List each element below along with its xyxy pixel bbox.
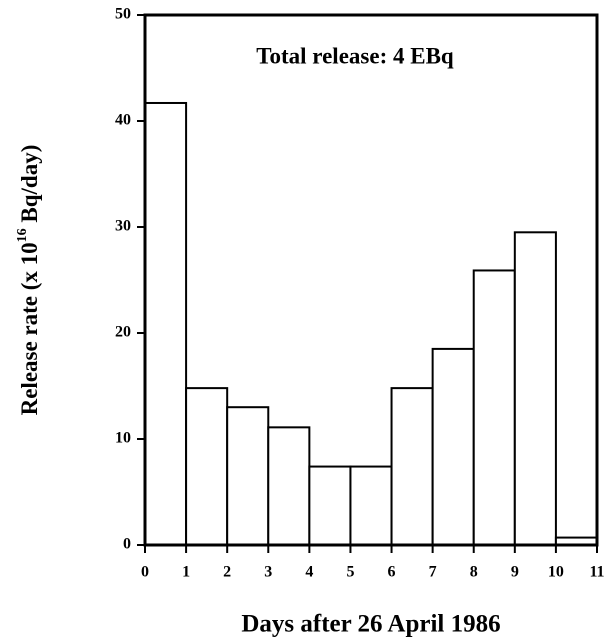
- x-tick-label: 0: [141, 564, 149, 581]
- bar: [144, 101, 188, 546]
- bar: [308, 465, 352, 546]
- bar: [267, 426, 311, 546]
- x-tick-label: 5: [346, 564, 354, 581]
- y-label-text: Release rate (x 10: [17, 242, 42, 415]
- y-tick-label: 30: [115, 218, 131, 235]
- bar: [472, 269, 516, 546]
- bar: [349, 465, 393, 546]
- y-axis-label: Release rate (x 1016 Bq/day): [15, 145, 42, 416]
- bar: [431, 347, 475, 546]
- x-axis-label: Days after 26 April 1986: [241, 611, 500, 638]
- bar: [513, 231, 557, 547]
- x-tick-label: 8: [470, 564, 478, 581]
- y-tick-label: 0: [123, 536, 131, 553]
- x-tick-label: 2: [223, 564, 231, 581]
- x-tick-label: 1: [182, 564, 190, 581]
- x-tick-label: 10: [548, 564, 564, 581]
- x-tick-label: 7: [429, 564, 437, 581]
- x-tick-label: 11: [589, 564, 604, 581]
- x-tick-label: 4: [305, 564, 313, 581]
- plot-frame: [143, 13, 599, 547]
- y-label-superscript: 16: [15, 228, 30, 242]
- y-label-text: Bq/day): [17, 145, 42, 229]
- annotation: Total release: 4 EBq: [256, 43, 454, 68]
- bar: [226, 406, 270, 547]
- x-tick-label: 6: [388, 564, 396, 581]
- y-tick-label: 20: [115, 324, 131, 341]
- y-tick-label: 50: [115, 6, 131, 23]
- bar: [185, 387, 229, 546]
- y-tick-label: 40: [115, 112, 131, 129]
- x-tick-label: 3: [264, 564, 272, 581]
- y-tick-label: 10: [115, 430, 131, 447]
- x-tick-label: 9: [511, 564, 519, 581]
- bar: [390, 387, 434, 546]
